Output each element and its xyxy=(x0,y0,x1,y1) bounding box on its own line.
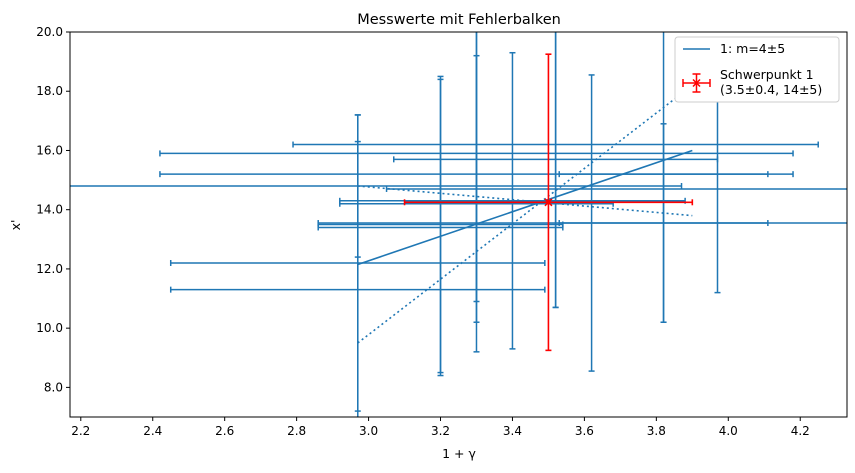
error-bar-point xyxy=(385,84,847,294)
x-tick-label: 2.6 xyxy=(215,424,234,438)
plot-contents xyxy=(70,32,847,417)
fit-line xyxy=(357,149,693,266)
x-tick-label: 2.8 xyxy=(287,424,306,438)
legend-centroid-label-line1: Schwerpunkt 1 xyxy=(720,67,814,82)
error-bar-point xyxy=(317,75,564,374)
x-tick-label: 4.0 xyxy=(719,424,738,438)
x-tick-label: 3.8 xyxy=(647,424,666,438)
x-axis-label: 1 + γ xyxy=(442,446,476,461)
fit-bound-line xyxy=(357,84,693,344)
legend-box xyxy=(674,36,840,103)
y-tick-label: 16.0 xyxy=(36,143,63,157)
x-tick-label: 3.6 xyxy=(575,424,594,438)
fit-bound-line xyxy=(357,185,693,217)
legend-fit-label: 1: m=4±5 xyxy=(720,41,785,56)
y-tick-label: 18.0 xyxy=(36,84,63,98)
y-axis: 8.0 10.0 12.0 14.0 16.0 18.0 20.0 xyxy=(36,25,70,394)
error-bar-point xyxy=(292,32,819,309)
plot-frame xyxy=(69,31,848,418)
x-tick-label: 3.2 xyxy=(431,424,450,438)
plot-area xyxy=(69,31,848,418)
x-tick-label: 2.4 xyxy=(143,424,162,438)
legend-centroid-swatch xyxy=(682,73,711,93)
legend-centroid-label-line2: (3.5±0.4, 14±5) xyxy=(720,82,822,97)
x-tick-label: 2.2 xyxy=(71,424,90,438)
error-bar-point xyxy=(317,74,847,372)
legend: 1: m=4±5 Schwerpunkt 1 (3.5±0.4, 14±5) xyxy=(674,36,840,103)
x-tick-label: 4.2 xyxy=(791,424,810,438)
x-axis: 2.2 2.4 2.6 2.8 3.0 3.2 3.4 3.6 3.8 4.0 4.2 xyxy=(71,417,810,438)
y-axis-label: x' xyxy=(8,220,23,231)
y-tick-label: 8.0 xyxy=(44,380,63,394)
y-tick-label: 14.0 xyxy=(36,203,63,217)
x-tick-label: 3.0 xyxy=(359,424,378,438)
chart-title: Messwerte mit Fehlerbalken xyxy=(357,12,561,28)
x-tick-label: 3.4 xyxy=(503,424,522,438)
centroid-point xyxy=(403,53,694,352)
y-tick-label: 12.0 xyxy=(36,262,63,276)
y-tick-label: 10.0 xyxy=(36,321,63,335)
error-bar-point xyxy=(558,32,769,323)
error-bar-point xyxy=(339,51,686,350)
y-tick-label: 20.0 xyxy=(36,25,63,39)
error-bar-point xyxy=(159,32,794,303)
